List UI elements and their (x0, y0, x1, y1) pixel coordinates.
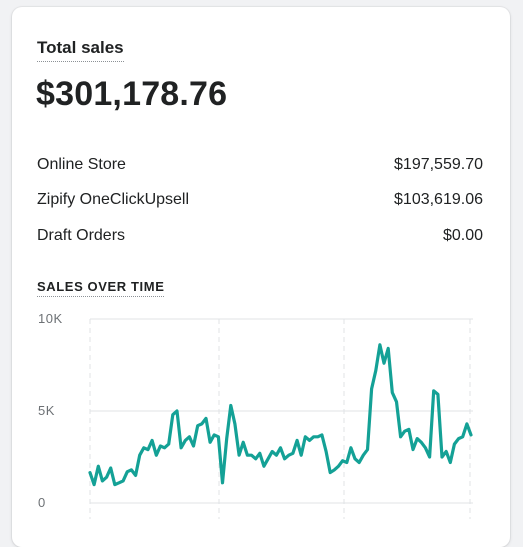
breakdown-value: $103,619.06 (394, 191, 483, 209)
sales-over-time-label[interactable]: SALES OVER TIME (37, 279, 165, 297)
breakdown-row-draft-orders: Draft Orders $0.00 (37, 218, 483, 254)
breakdown-value: $0.00 (442, 226, 483, 244)
breakdown-label: Draft Orders (37, 226, 126, 244)
breakdown-row-online-store: Online Store $197,559.70 (37, 147, 483, 183)
sales-breakdown: Online Store $197,559.70 Zipify OneClick… (37, 147, 483, 254)
card-title[interactable]: Total sales (37, 38, 124, 62)
sales-line (88, 343, 473, 487)
breakdown-value: $197,559.70 (394, 155, 483, 173)
sales-over-time-chart: 0 5K 10K (38, 311, 473, 519)
breakdown-label: Online Store (37, 155, 126, 173)
total-sales-value: $301,178.76 (36, 75, 228, 113)
y-tick-label: 0 (38, 495, 46, 510)
y-tick-label: 5K (38, 403, 55, 418)
breakdown-row-zipify: Zipify OneClickUpsell $103,619.06 (37, 183, 483, 219)
y-tick-label: 10K (38, 311, 63, 326)
breakdown-label: Zipify OneClickUpsell (37, 191, 190, 209)
